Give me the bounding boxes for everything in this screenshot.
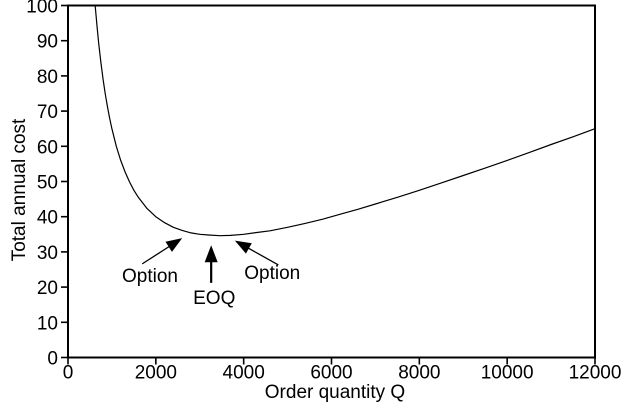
total-cost-curve <box>94 5 596 237</box>
annotation-label: Option <box>244 263 300 284</box>
x-axis-tick-label: 4000 <box>223 363 265 384</box>
y-axis-tick-label: 0 <box>47 349 58 370</box>
x-axis-tick-label: 12000 <box>569 363 622 384</box>
x-axis-tick-label: 8000 <box>398 363 440 384</box>
y-axis-tick-label: 10 <box>37 313 58 334</box>
y-axis-tick-label: 80 <box>37 67 58 88</box>
y-axis-tick-label: 100 <box>26 0 58 18</box>
annotation-arrow-shaft <box>246 246 279 266</box>
x-axis-tick-label: 2000 <box>135 363 177 384</box>
y-axis-tick-label: 60 <box>37 137 58 158</box>
annotation-arrow-shaft <box>141 245 171 265</box>
x-axis-tick-label: 0 <box>63 363 74 384</box>
annotation-label: EOQ <box>193 288 235 309</box>
y-axis-tick-label: 30 <box>37 243 58 264</box>
y-axis-tick-label: 20 <box>37 278 58 299</box>
annotation-arrowhead <box>204 245 218 263</box>
y-axis-tick-label: 50 <box>37 173 58 194</box>
x-axis-tick-label: 6000 <box>310 363 352 384</box>
plot-frame <box>67 4 596 359</box>
y-axis-tick-label: 70 <box>37 102 58 123</box>
y-axis-tick-label: 90 <box>37 32 58 53</box>
x-axis-title: Order quantity Q <box>265 382 405 403</box>
y-axis-tick-label: 40 <box>37 208 58 229</box>
x-axis-tick-label: 10000 <box>481 363 534 384</box>
annotation-arrowhead <box>234 240 252 254</box>
annotation-label: Option <box>122 266 178 287</box>
annotation-arrowhead <box>165 238 183 252</box>
y-axis-title: Total annual cost <box>9 118 30 261</box>
